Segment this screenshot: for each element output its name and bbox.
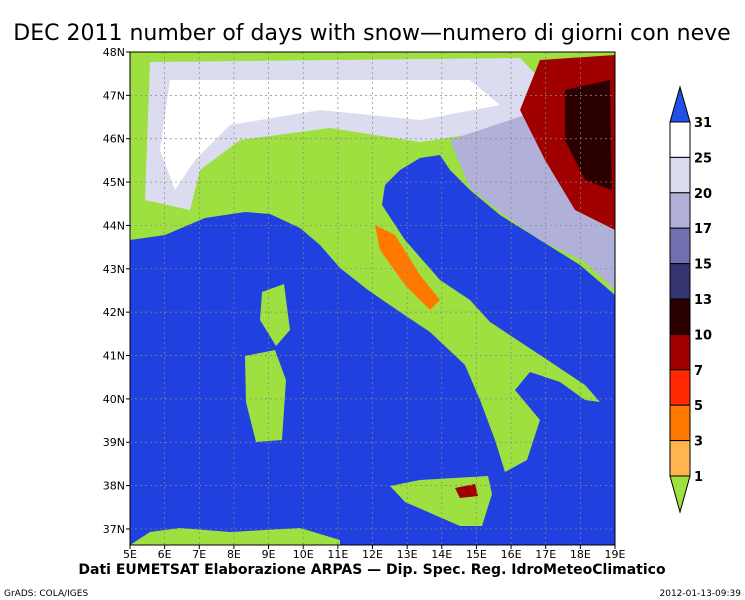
colorbar-band [669,298,691,335]
lon-label: 7E [192,548,206,561]
lon-label: 16E [501,548,522,561]
colorbar-band [669,156,691,194]
colorbar-below [669,475,691,514]
lat-label: 43N [103,263,125,276]
lat-label: 41N [103,350,125,363]
colorbar-band [669,263,691,300]
map [126,51,616,549]
footer-right: 2012-01-13-09:39 [660,589,742,599]
sardinia [245,350,286,442]
title: DEC 2011 number of days with snow—numero… [13,21,730,46]
lon-label: 5E [123,548,137,561]
colorbar-band [669,440,691,477]
colorbar-band [669,369,691,406]
lat-label: 38N [103,480,125,493]
colorbar-band [669,121,691,158]
colorbar-band [669,333,691,371]
colorbar-label: 3 [694,435,703,450]
lon-label: 19E [605,548,626,561]
lon-label: 13E [397,548,418,561]
colorbar-above [669,85,691,123]
map-frame [129,51,616,546]
lat-label: 47N [103,89,125,102]
colorbar-band [669,192,691,229]
lat-label: 39N [103,436,125,449]
lat-label: 45N [103,176,125,189]
colorbar-band [669,404,691,442]
snow-east-core [565,80,612,190]
lat-label: 46N [103,133,125,146]
lon-label: 9E [262,548,276,561]
lon-label: 14E [431,548,452,561]
colorbar-label: 15 [694,258,712,273]
lon-label: 12E [362,548,383,561]
lat-label: 37N [103,523,125,536]
footer-left: GrADS: COLA/IGES [4,589,88,599]
lon-label: 18E [570,548,591,561]
colorbar-label: 1 [694,470,703,485]
credits: Dati EUMETSAT Elaborazione ARPAS — Dip. … [78,562,666,578]
colorbar-label: 17 [694,222,712,237]
lat-label: 44N [103,219,125,232]
snow-apennines [375,225,440,310]
colorbar [669,85,691,514]
lon-label: 15E [466,548,487,561]
lon-label: 11E [327,548,348,561]
lon-label: 8E [227,548,241,561]
lon-label: 10E [293,548,314,561]
africa [130,528,340,545]
lat-label: 40N [103,393,125,406]
grid [126,51,616,549]
corsica [260,284,290,346]
colorbar-label: 13 [694,293,712,308]
lon-label: 6E [158,548,172,561]
colorbar-label: 25 [694,151,712,166]
colorbar-label: 10 [694,328,712,343]
lon-label: 17E [535,548,556,561]
colorbar-label: 31 [694,116,712,131]
colorbar-label: 5 [694,399,703,414]
lat-label: 42N [103,306,125,319]
colorbar-label: 7 [694,364,703,379]
snow-etna [455,484,478,498]
lat-label: 48N [103,46,125,59]
colorbar-band [669,227,691,265]
colorbar-label: 20 [694,187,712,202]
snow-alps-core [160,80,500,190]
